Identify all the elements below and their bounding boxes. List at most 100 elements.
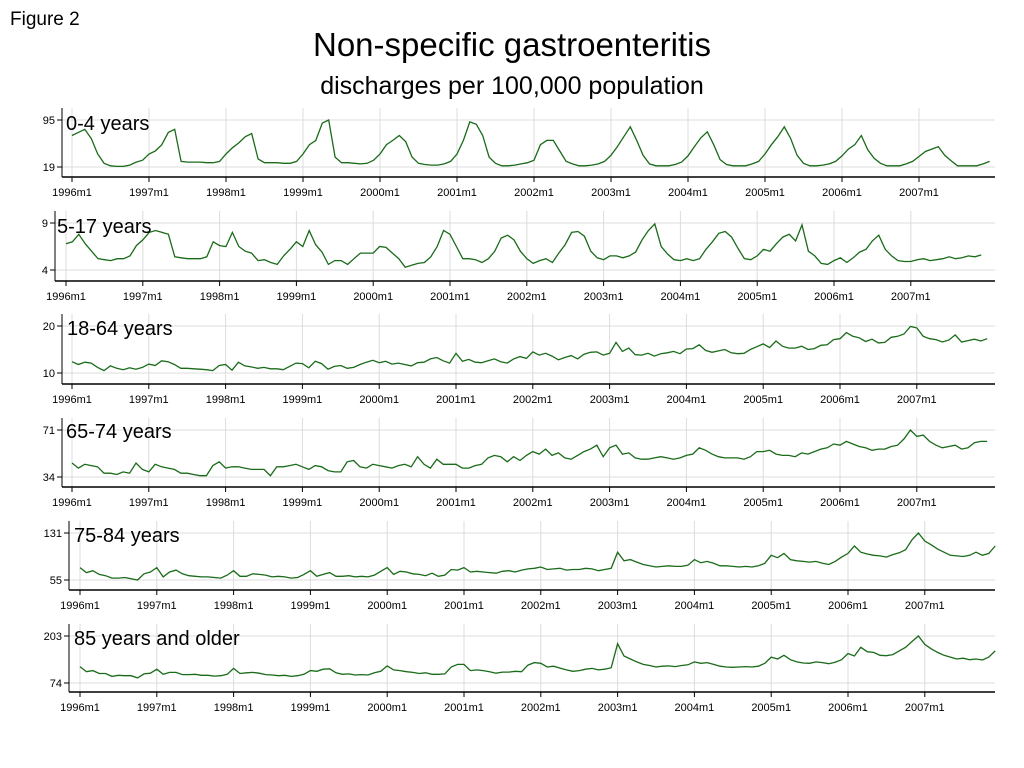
x-tick-label: 2004m1 xyxy=(668,187,708,199)
x-tick-label: 2001m1 xyxy=(437,187,477,199)
x-tick-label: 2000m1 xyxy=(360,187,400,199)
x-tick-label: 1998m1 xyxy=(206,394,246,406)
panel-title: 18-64 years xyxy=(67,318,173,340)
y-tick-label: 4 xyxy=(42,265,48,277)
x-tick-label: 2005m1 xyxy=(743,497,783,509)
x-tick-label: 2005m1 xyxy=(737,291,777,303)
x-tick-label: 2005m1 xyxy=(745,187,785,199)
x-tick-label: 2001m1 xyxy=(430,291,470,303)
x-tick-label: 2004m1 xyxy=(661,291,701,303)
x-tick-label: 2007m1 xyxy=(897,394,937,406)
x-tick-label: 1996m1 xyxy=(60,600,100,612)
x-tick-label: 1997m1 xyxy=(123,291,163,303)
x-tick-label: 2000m1 xyxy=(353,291,393,303)
x-tick-label: 2003m1 xyxy=(598,702,638,714)
x-tick-label: 1998m1 xyxy=(206,497,246,509)
x-tick-label: 2000m1 xyxy=(359,394,399,406)
x-tick-label: 2004m1 xyxy=(667,497,707,509)
y-tick-label: 55 xyxy=(50,575,62,587)
x-tick-label: 2007m1 xyxy=(905,600,945,612)
x-tick-label: 2006m1 xyxy=(822,187,862,199)
series-line xyxy=(71,428,988,477)
x-tick-label: 1996m1 xyxy=(52,187,92,199)
y-tick-label: 10 xyxy=(43,368,55,380)
y-tick-label: 71 xyxy=(43,425,55,437)
x-tick-label: 1996m1 xyxy=(60,702,100,714)
x-tick-label: 1996m1 xyxy=(52,497,92,509)
x-tick-label: 2006m1 xyxy=(820,394,860,406)
x-tick-label: 1997m1 xyxy=(129,187,169,199)
x-tick-label: 2003m1 xyxy=(584,291,624,303)
x-tick-label: 2002m1 xyxy=(521,600,561,612)
x-tick-label: 1999m1 xyxy=(277,291,317,303)
y-tick-label: 34 xyxy=(43,472,55,484)
x-tick-label: 2004m1 xyxy=(675,600,715,612)
x-tick-label: 2003m1 xyxy=(598,600,638,612)
x-tick-label: 1997m1 xyxy=(129,394,169,406)
x-tick-label: 2002m1 xyxy=(513,497,553,509)
x-tick-label: 2004m1 xyxy=(667,394,707,406)
panel-title: 85 years and older xyxy=(74,628,240,650)
x-tick-label: 2000m1 xyxy=(359,497,399,509)
x-tick-label: 1996m1 xyxy=(52,394,92,406)
x-tick-label: 2006m1 xyxy=(828,702,868,714)
x-tick-label: 1997m1 xyxy=(137,600,177,612)
series-line xyxy=(71,119,990,168)
x-tick-label: 2001m1 xyxy=(444,702,484,714)
x-tick-label: 2001m1 xyxy=(436,394,476,406)
x-tick-label: 1999m1 xyxy=(283,497,323,509)
y-tick-label: 20 xyxy=(43,321,55,333)
x-tick-label: 2003m1 xyxy=(590,497,630,509)
x-tick-label: 2002m1 xyxy=(507,291,547,303)
x-tick-label: 2002m1 xyxy=(514,187,554,199)
x-tick-label: 2005m1 xyxy=(751,702,791,714)
x-tick-label: 1998m1 xyxy=(200,291,240,303)
panel-title: 5-17 years xyxy=(57,216,152,238)
x-tick-label: 1999m1 xyxy=(291,600,331,612)
x-tick-label: 2005m1 xyxy=(751,600,791,612)
x-tick-label: 2001m1 xyxy=(436,497,476,509)
x-tick-label: 2006m1 xyxy=(828,600,868,612)
series-line xyxy=(79,635,996,679)
x-tick-label: 2007m1 xyxy=(905,702,945,714)
y-tick-label: 9 xyxy=(42,218,48,230)
series-line xyxy=(65,222,982,268)
y-tick-label: 131 xyxy=(44,528,62,540)
x-tick-label: 2002m1 xyxy=(521,702,561,714)
y-tick-label: 74 xyxy=(50,678,62,690)
x-tick-label: 1998m1 xyxy=(214,600,254,612)
x-tick-label: 2003m1 xyxy=(591,187,631,199)
x-tick-label: 1996m1 xyxy=(46,291,86,303)
x-tick-label: 1998m1 xyxy=(214,702,254,714)
panel-title: 65-74 years xyxy=(66,421,172,443)
x-tick-label: 2006m1 xyxy=(814,291,854,303)
x-tick-label: 2003m1 xyxy=(590,394,630,406)
x-tick-label: 1997m1 xyxy=(129,497,169,509)
y-tick-label: 95 xyxy=(43,115,55,127)
y-tick-label: 203 xyxy=(44,631,62,643)
x-tick-label: 1999m1 xyxy=(291,702,331,714)
x-tick-label: 2007m1 xyxy=(899,187,939,199)
panel-title: 0-4 years xyxy=(66,113,149,135)
x-tick-label: 2001m1 xyxy=(444,600,484,612)
x-tick-label: 1997m1 xyxy=(137,702,177,714)
x-tick-label: 2000m1 xyxy=(367,600,407,612)
series-line xyxy=(79,532,996,581)
x-tick-label: 2000m1 xyxy=(367,702,407,714)
figure-label: Figure 2 xyxy=(10,9,80,30)
panel-title: 75-84 years xyxy=(74,525,180,547)
series-line xyxy=(71,325,988,372)
x-tick-label: 1998m1 xyxy=(206,187,246,199)
x-tick-label: 1999m1 xyxy=(283,394,323,406)
chart-subtitle: discharges per 100,000 population xyxy=(320,72,704,100)
x-tick-label: 1999m1 xyxy=(283,187,323,199)
x-tick-label: 2006m1 xyxy=(820,497,860,509)
y-tick-label: 19 xyxy=(43,162,55,174)
chart-title: Non-specific gastroenteritis xyxy=(313,26,711,63)
x-tick-label: 2007m1 xyxy=(891,291,931,303)
x-tick-label: 2002m1 xyxy=(513,394,553,406)
x-tick-label: 2007m1 xyxy=(897,497,937,509)
x-tick-label: 2004m1 xyxy=(675,702,715,714)
x-tick-label: 2005m1 xyxy=(743,394,783,406)
